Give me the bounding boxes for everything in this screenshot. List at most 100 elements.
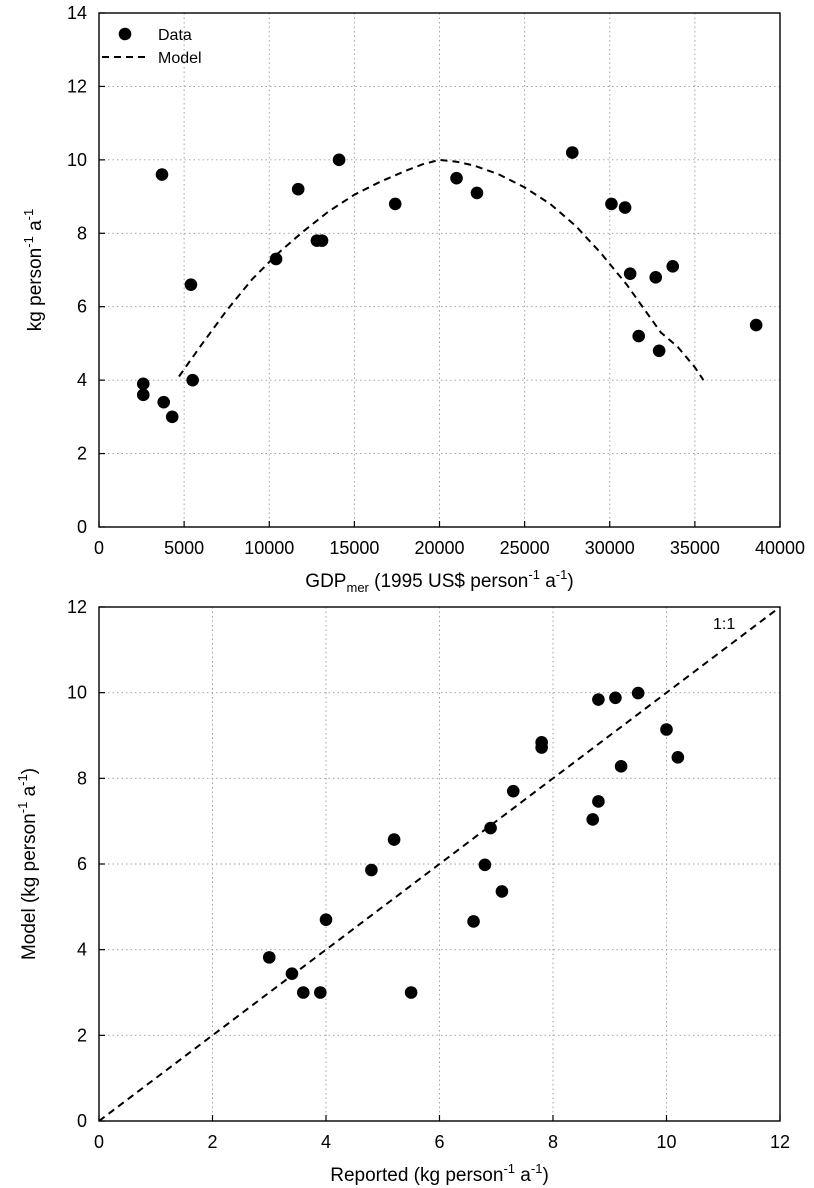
- data-point: [632, 329, 645, 343]
- axis-label-part: a: [515, 1165, 531, 1186]
- data-point: [506, 784, 520, 798]
- plot-frame: [98, 606, 781, 1122]
- axis-label-part: Reported (kg person: [330, 1165, 503, 1186]
- y-tick-label: 6: [77, 854, 87, 874]
- x-tick-label: 8: [548, 1132, 558, 1152]
- data-point: [450, 171, 463, 185]
- data-point: [586, 813, 600, 826]
- axis-label-part: ): [542, 1165, 548, 1186]
- data-point: [631, 686, 645, 700]
- data-point: [291, 182, 305, 196]
- data-point: [649, 271, 663, 284]
- data-point: [387, 833, 401, 846]
- x-tick-label: 2: [207, 1132, 217, 1152]
- x-tick-label: 15000: [329, 538, 379, 558]
- data-point: [315, 234, 329, 247]
- x-tick-label: 10: [656, 1132, 676, 1152]
- y-tick-label: 10: [67, 683, 87, 703]
- data-point: [592, 795, 605, 808]
- data-point: [495, 885, 509, 898]
- x-tick-label: 6: [434, 1132, 444, 1152]
- axis-label-part: GDP: [305, 571, 346, 592]
- axis-label-part: -1: [503, 1161, 515, 1176]
- y-tick-label: 14: [67, 3, 87, 23]
- data-point: [136, 388, 150, 402]
- data-point: [332, 153, 346, 167]
- data-point: [592, 693, 605, 706]
- data-point: [749, 318, 763, 332]
- axis-label-part: -1: [21, 209, 36, 221]
- x-tick-label: 40000: [755, 538, 805, 558]
- data-point: [652, 344, 666, 358]
- y-tick-label: 4: [77, 940, 87, 960]
- axis-label-part: (1995 US$ person: [369, 571, 529, 592]
- data-point: [297, 986, 310, 999]
- data-point: [535, 741, 548, 754]
- data-point: [478, 858, 492, 872]
- model-line: [178, 158, 705, 381]
- data-point: [285, 967, 299, 980]
- axis-label-part: mer: [346, 580, 369, 595]
- y-tick-label: 2: [77, 444, 87, 464]
- x-tick-label: 10000: [244, 538, 294, 558]
- data-point: [262, 951, 276, 964]
- chart-panel-2: 0 2 4 6 8 10 12 0 2 4 6 8 10 12 Reported (kg person-1 …: [15, 597, 790, 1186]
- data-point: [467, 915, 480, 928]
- data-point: [157, 395, 170, 409]
- axis-label-part: ): [19, 768, 40, 774]
- x-tick-label: 30000: [585, 538, 635, 558]
- data-point: [671, 751, 685, 764]
- data-point: [614, 760, 628, 773]
- axis-label-part: -1: [21, 236, 36, 248]
- data-point: [666, 260, 680, 273]
- axis-label-part: -1: [15, 774, 30, 786]
- legend-label-model: Model: [158, 50, 202, 67]
- x-tick-label: 0: [94, 538, 104, 558]
- y-tick-label: 10: [67, 150, 87, 170]
- axis-label-part: -1: [556, 567, 568, 582]
- x-tick-label: 4: [321, 1132, 331, 1152]
- y-tick-label: 4: [77, 370, 87, 390]
- y-tick-label: 12: [67, 76, 87, 96]
- x-axis-label: GDPmer (1995 US$ person-1 a-1): [305, 567, 573, 595]
- data-point: [314, 986, 327, 999]
- chart-panel-1: 0 5000 10000 15000 20000 25000 30000 35000 40000…: [21, 3, 805, 595]
- y-tick-label: 6: [77, 297, 87, 317]
- y-axis-label: kg person-1 a-1: [21, 209, 46, 331]
- x-tick-label: 35000: [670, 538, 720, 558]
- axis-label-part: Model (kg person: [19, 813, 40, 960]
- x-tick-label: 0: [94, 1132, 104, 1152]
- axis-label-part: a: [19, 785, 40, 801]
- data-point: [470, 186, 484, 200]
- plot-frame: [98, 12, 781, 528]
- data-point: [565, 146, 579, 159]
- data-point: [660, 723, 673, 736]
- y-tick-label: 0: [77, 1111, 87, 1131]
- data-point: [155, 168, 169, 181]
- axis-label-part: a: [540, 571, 556, 592]
- x-axis-label: Reported (kg person-1 a-1): [330, 1161, 549, 1186]
- model-line: [98, 606, 781, 1122]
- y-tick-label: 8: [77, 223, 87, 243]
- data-point: [165, 410, 179, 424]
- data-point: [618, 201, 632, 214]
- y-tick-label: 12: [67, 597, 87, 617]
- data-point: [605, 197, 618, 211]
- x-tick-label: 20000: [414, 538, 464, 558]
- data-point: [136, 377, 150, 391]
- y-axis-label: Model (kg person-1 a-1): [15, 768, 40, 960]
- axis-label-part: ): [567, 571, 573, 592]
- data-point: [269, 252, 283, 266]
- data-point: [388, 197, 402, 211]
- data-point: [186, 373, 199, 387]
- y-tick-label: 2: [77, 1025, 87, 1045]
- data-point: [365, 863, 378, 877]
- y-tick-label: 8: [77, 768, 87, 788]
- data-point: [609, 691, 622, 705]
- axis-label-part: a: [25, 220, 46, 236]
- data-point: [404, 986, 418, 999]
- y-tick-label: 0: [77, 517, 87, 537]
- axis-label-part: kg person: [25, 248, 46, 331]
- legend-marker-data: [118, 27, 132, 41]
